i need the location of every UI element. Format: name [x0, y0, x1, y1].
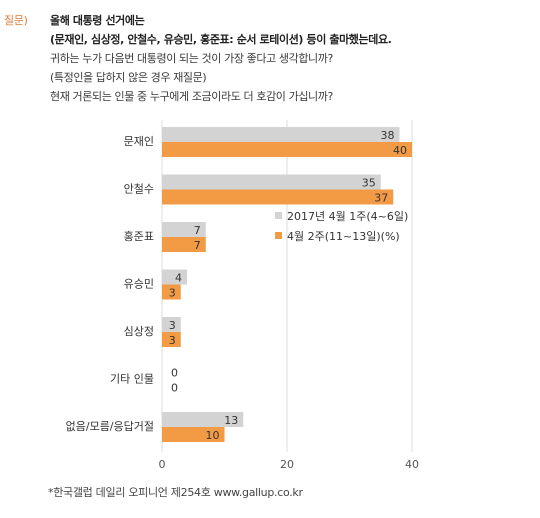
bar-this-week [162, 284, 181, 300]
data-label: 37 [374, 192, 388, 205]
question-line: (특정인을 답하지 않은 경우 재질문) [50, 71, 207, 84]
legend-swatch [275, 232, 282, 239]
data-label: 0 [171, 367, 178, 380]
bar-prev-week [162, 412, 244, 427]
data-label: 38 [381, 129, 395, 142]
question-line: (문재인, 심상정, 안철수, 유승민, 홍준표: 순서 로테이션) 등이 출마… [50, 33, 392, 46]
data-label: 7 [194, 224, 201, 237]
category-label: 문재인 [124, 135, 154, 148]
data-label: 3 [169, 334, 176, 347]
bar-prev-week [162, 317, 181, 332]
bar-this-week [162, 332, 181, 347]
bar-chart: 0 20 40 38 40 문재인 35 37 안철수 7 7 홍준표 4 3 유승민 3 3 심상정 0 0 기타 인… [66, 120, 419, 471]
bar-prev-week [162, 222, 206, 237]
bar-this-week [162, 142, 412, 157]
data-label: 0 [171, 382, 178, 395]
legend-label: 4월 2주(11~13일)(%) [287, 229, 400, 243]
x-tick-label: 0 [159, 458, 166, 471]
category-label: 안철수 [124, 183, 154, 196]
question-label: 질문) [4, 14, 28, 27]
legend-label: 2017년 4월 1주(4~6일) [287, 209, 408, 223]
data-label: 35 [362, 177, 376, 190]
bars [162, 127, 412, 442]
question-line: 올해 대통령 선거에는 [50, 14, 145, 27]
bar-this-week [162, 427, 225, 442]
category-label: 유승민 [124, 278, 154, 291]
category-label: 없음/모름/응답거절 [66, 420, 154, 433]
bar-this-week [162, 189, 394, 205]
grid-lines [161, 120, 413, 452]
data-label: 3 [169, 319, 176, 332]
x-tick-label: 20 [280, 458, 294, 471]
bar-prev-week [162, 127, 400, 142]
legend: 2017년 4월 1주(4~6일) 4월 2주(11~13일)(%) [275, 209, 408, 243]
bar-this-week [162, 237, 206, 252]
question-line: 현재 거론되는 인물 중 누구에게 조금이라도 더 호감이 가십니까? [50, 90, 333, 103]
data-label: 40 [393, 144, 407, 157]
category-label: 심상정 [124, 325, 154, 338]
data-label: 10 [206, 429, 220, 442]
question-line: 귀하는 누가 다음번 대통령이 되는 것이 가장 좋다고 생각합니까? [50, 52, 333, 65]
labels: 0 20 40 38 40 문재인 35 37 안철수 7 7 홍준표 4 3 유승민 3 3 심상정 0 0 기타 인… [66, 129, 419, 471]
x-tick-label: 40 [405, 458, 419, 471]
bar-prev-week [162, 174, 381, 190]
data-label: 7 [194, 239, 201, 252]
legend-swatch [275, 212, 282, 219]
data-label: 4 [175, 272, 182, 285]
footnote: *한국갤럽 데일리 오피니언 제254호 www.gallup.co.kr [48, 486, 303, 499]
data-label: 3 [169, 287, 176, 300]
data-label: 13 [224, 414, 238, 427]
category-label: 홍준표 [124, 229, 154, 243]
category-label: 기타 인물 [110, 373, 154, 386]
bar-prev-week [162, 269, 187, 285]
